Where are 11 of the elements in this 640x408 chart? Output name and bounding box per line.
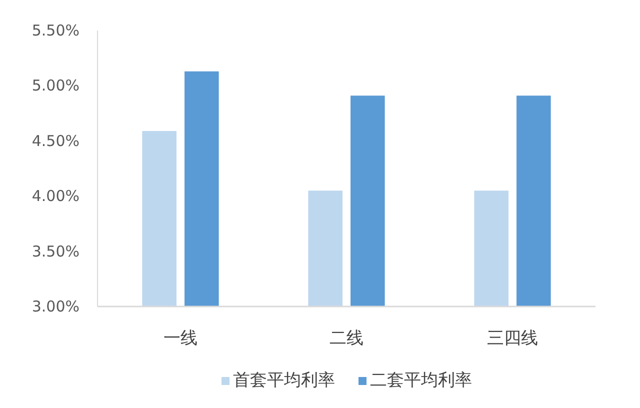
y-tick-label: 5.00% xyxy=(32,76,80,95)
y-tick-label: 3.50% xyxy=(32,242,80,260)
x-tick-label: 一线 xyxy=(164,328,198,348)
y-tick-label: 5.50% xyxy=(32,22,80,40)
legend-label: 首套平均利率 xyxy=(233,370,335,392)
x-tick-label: 三四线 xyxy=(487,328,538,348)
y-tick-label: 4.00% xyxy=(32,187,80,206)
x-tick-label: 二线 xyxy=(330,328,364,348)
legend-label: 二套平均利率 xyxy=(370,370,472,392)
y-tick-label: 4.50% xyxy=(32,132,80,150)
y-tick-label: 3.00% xyxy=(32,298,80,316)
